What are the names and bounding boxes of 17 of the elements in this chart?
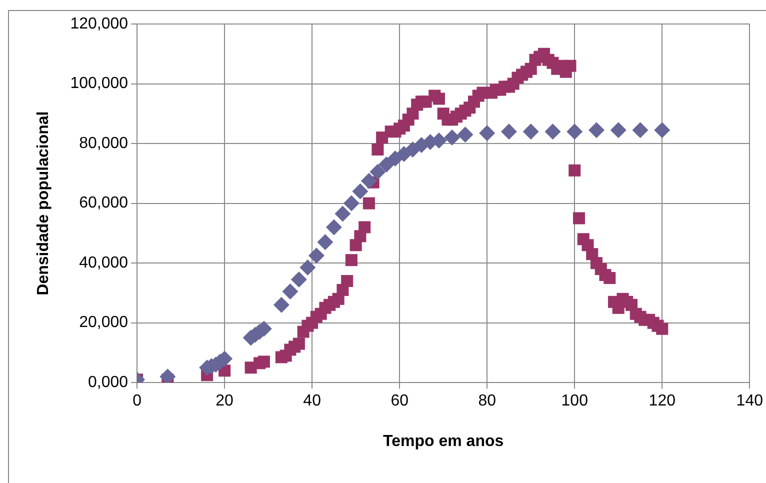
y-tick-label: 40,000 [79, 254, 128, 272]
x-axis-title: Tempo em anos [383, 432, 504, 450]
x-tick-label: 80 [478, 392, 496, 410]
x-tick-label: 40 [303, 392, 322, 410]
y-tick-label: 0,000 [88, 374, 128, 392]
x-tick-label: 140 [736, 392, 764, 410]
y-tick-label: 20,000 [79, 314, 128, 332]
x-tick-label: 60 [390, 392, 409, 410]
y-tick-label: 100,000 [70, 75, 128, 92]
x-tick-label: 0 [132, 392, 142, 410]
y-tick-label: 120,000 [70, 15, 128, 32]
y-axis-title: Densidade populacional [35, 111, 52, 296]
y-tick-label: 80,000 [79, 134, 128, 152]
x-tick-label: 20 [216, 392, 234, 410]
y-tick-label: 60,000 [79, 194, 128, 212]
x-tick-label: 120 [648, 392, 676, 410]
x-tick-label: 100 [561, 392, 588, 410]
